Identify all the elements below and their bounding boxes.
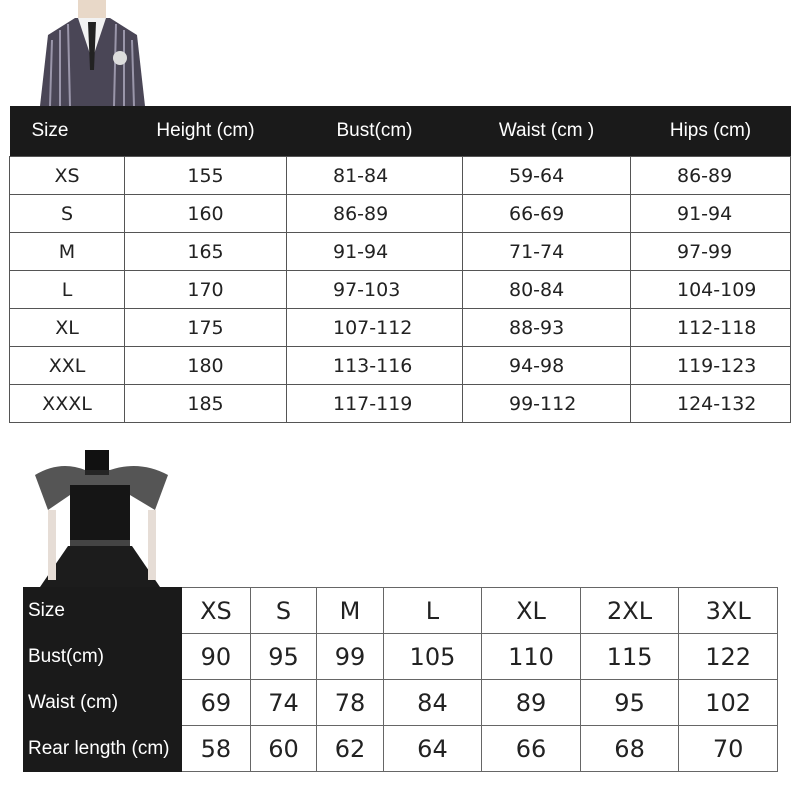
table-cell: 90 <box>181 633 251 680</box>
table-cell: 97-99 <box>630 232 791 271</box>
table-cell: 58 <box>181 725 251 772</box>
header-hips: Hips (cm) <box>630 106 791 157</box>
table-cell: 69 <box>181 679 251 726</box>
table-row: XL 175 107-112 88-93 112-118 <box>9 308 791 347</box>
table-cell: 3XL <box>678 587 778 634</box>
table-cell: 84 <box>382 679 483 726</box>
table-cell: 99 <box>316 633 384 680</box>
table-cell: 66-69 <box>462 194 631 233</box>
table-cell: 175 <box>124 308 287 347</box>
table-cell: 99-112 <box>462 384 631 423</box>
table-cell: 62 <box>316 725 384 772</box>
table-cell: S <box>249 587 318 634</box>
table-cell: 2XL <box>579 587 680 634</box>
table-cell: L <box>382 587 483 634</box>
table-row: Waist (cm) 69 74 78 84 89 95 102 <box>23 679 778 726</box>
table-cell: 105 <box>382 633 483 680</box>
row-label: Waist (cm) <box>23 679 182 726</box>
table-cell: M <box>316 587 384 634</box>
row-label: Rear length (cm) <box>23 725 182 772</box>
table-cell: 113-116 <box>286 346 463 385</box>
header-bust: Bust(cm) <box>286 106 463 157</box>
table-cell: 117-119 <box>286 384 463 423</box>
table-cell: 59-64 <box>462 156 631 195</box>
striped-blazer-image <box>40 0 145 106</box>
table-cell: 66 <box>481 725 581 772</box>
table-cell: 81-84 <box>286 156 463 195</box>
table-cell: 115 <box>579 633 680 680</box>
row-label: Bust(cm) <box>23 633 182 680</box>
table-row: XXL 180 113-116 94-98 119-123 <box>9 346 791 385</box>
header-size: Size <box>9 106 125 157</box>
table-cell: XS <box>9 156 125 195</box>
size-chart-table-jacket: Size Height (cm) Bust(cm) Waist (cm ) Hi… <box>9 106 791 423</box>
table-cell: 94-98 <box>462 346 631 385</box>
table-cell: S <box>9 194 125 233</box>
table-cell: 91-94 <box>286 232 463 271</box>
size-chart-table-dress: Size XS S M L XL 2XL 3XL Bust(cm) 90 95 99 105 110 115… <box>23 587 778 772</box>
table-cell: 74 <box>249 679 318 726</box>
table-cell: L <box>9 270 125 309</box>
table-cell: 68 <box>579 725 680 772</box>
table-cell: 91-94 <box>630 194 791 233</box>
table-cell: 104-109 <box>630 270 791 309</box>
table-cell: 124-132 <box>630 384 791 423</box>
table-cell: 155 <box>124 156 287 195</box>
table-cell: XS <box>181 587 251 634</box>
table-cell: 160 <box>124 194 287 233</box>
table-row: XS 155 81-84 59-64 86-89 <box>9 156 791 195</box>
black-dress-image <box>35 450 168 587</box>
table-cell: 86-89 <box>286 194 463 233</box>
table-cell: 78 <box>316 679 384 726</box>
table-cell: 102 <box>678 679 778 726</box>
table-cell: 107-112 <box>286 308 463 347</box>
table-cell: 88-93 <box>462 308 631 347</box>
table-cell: 170 <box>124 270 287 309</box>
table-cell: 70 <box>678 725 778 772</box>
table-row: XXXL 185 117-119 99-112 124-132 <box>9 384 791 423</box>
row-label: Size <box>23 587 182 634</box>
table-cell: XXXL <box>9 384 125 423</box>
table-cell: 71-74 <box>462 232 631 271</box>
table-cell: XL <box>481 587 581 634</box>
table-row: L 170 97-103 80-84 104-109 <box>9 270 791 309</box>
table-row: Rear length (cm) 58 60 62 64 66 68 70 <box>23 725 778 772</box>
table-cell: 97-103 <box>286 270 463 309</box>
table-row: M 165 91-94 71-74 97-99 <box>9 232 791 271</box>
table-cell: 64 <box>382 725 483 772</box>
header-waist: Waist (cm ) <box>462 106 631 157</box>
table-cell: 80-84 <box>462 270 631 309</box>
table-header-row: Size Height (cm) Bust(cm) Waist (cm ) Hi… <box>9 106 791 157</box>
table-cell: 180 <box>124 346 287 385</box>
table-cell: 95 <box>249 633 318 680</box>
table-cell: 89 <box>481 679 581 726</box>
table-row: Bust(cm) 90 95 99 105 110 115 122 <box>23 633 778 680</box>
header-height: Height (cm) <box>124 106 287 157</box>
table-row: Size XS S M L XL 2XL 3XL <box>23 587 778 634</box>
table-cell: XXL <box>9 346 125 385</box>
table-cell: 119-123 <box>630 346 791 385</box>
table-cell: 122 <box>678 633 778 680</box>
table-cell: 60 <box>249 725 318 772</box>
table-cell: XL <box>9 308 125 347</box>
table-row: S 160 86-89 66-69 91-94 <box>9 194 791 233</box>
table-cell: 86-89 <box>630 156 791 195</box>
table-cell: 165 <box>124 232 287 271</box>
table-cell: 185 <box>124 384 287 423</box>
table-cell: 95 <box>579 679 680 726</box>
table-cell: M <box>9 232 125 271</box>
table-cell: 110 <box>481 633 581 680</box>
table-cell: 112-118 <box>630 308 791 347</box>
